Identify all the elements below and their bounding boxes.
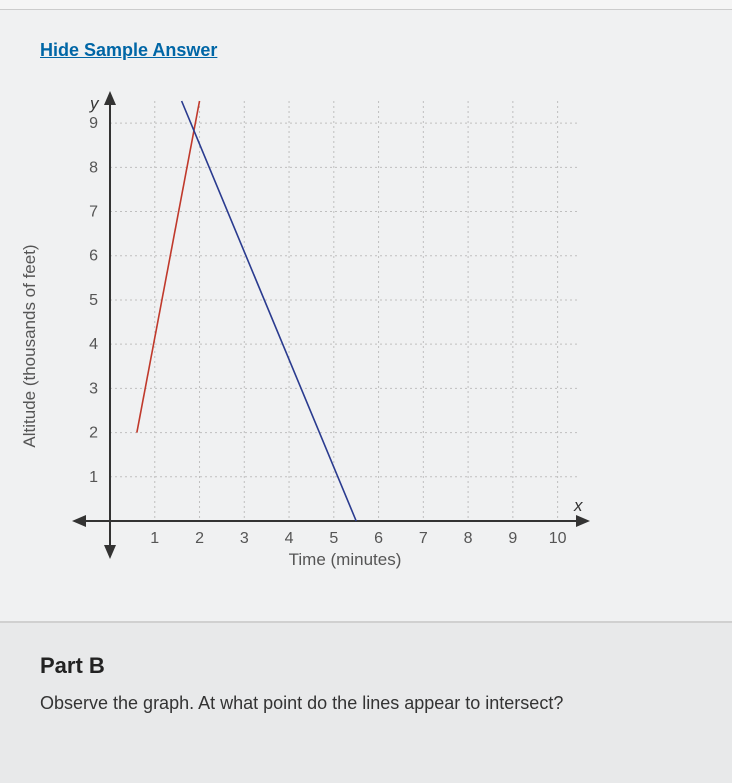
svg-text:9: 9 (89, 115, 98, 132)
svg-text:Time (minutes): Time (minutes) (289, 550, 402, 569)
svg-text:6: 6 (89, 248, 98, 265)
part-b-section: Part B Observe the graph. At what point … (0, 623, 732, 734)
svg-text:7: 7 (419, 530, 428, 547)
svg-text:4: 4 (89, 336, 98, 353)
chart-plot: 1 2 3 4 5 6 7 8 9 10 1 2 3 4 5 6 7 8 9 y x Time (minutes) (40, 91, 620, 591)
answer-panel: Hide Sample Answer Altitude (thousands o… (0, 10, 732, 623)
svg-text:6: 6 (374, 530, 383, 547)
svg-text:1: 1 (150, 530, 159, 547)
svg-text:9: 9 (508, 530, 517, 547)
svg-text:5: 5 (89, 292, 98, 309)
svg-text:3: 3 (89, 380, 98, 397)
svg-text:4: 4 (285, 530, 294, 547)
svg-text:2: 2 (195, 530, 204, 547)
svg-text:5: 5 (329, 530, 338, 547)
part-b-title: Part B (40, 653, 702, 679)
hide-sample-answer-link[interactable]: Hide Sample Answer (40, 40, 217, 61)
svg-text:2: 2 (89, 425, 98, 442)
svg-text:8: 8 (89, 159, 98, 176)
part-b-question: Observe the graph. At what point do the … (40, 693, 702, 714)
svg-text:10: 10 (549, 530, 567, 547)
svg-text:7: 7 (89, 204, 98, 221)
svg-text:8: 8 (464, 530, 473, 547)
svg-text:1: 1 (89, 469, 98, 486)
svg-text:y: y (89, 94, 100, 113)
svg-text:3: 3 (240, 530, 249, 547)
y-axis-label: Altitude (thousands of feet) (20, 244, 40, 447)
altitude-time-chart: Altitude (thousands of feet) 12345678910… (40, 91, 630, 601)
svg-text:x: x (573, 496, 583, 515)
